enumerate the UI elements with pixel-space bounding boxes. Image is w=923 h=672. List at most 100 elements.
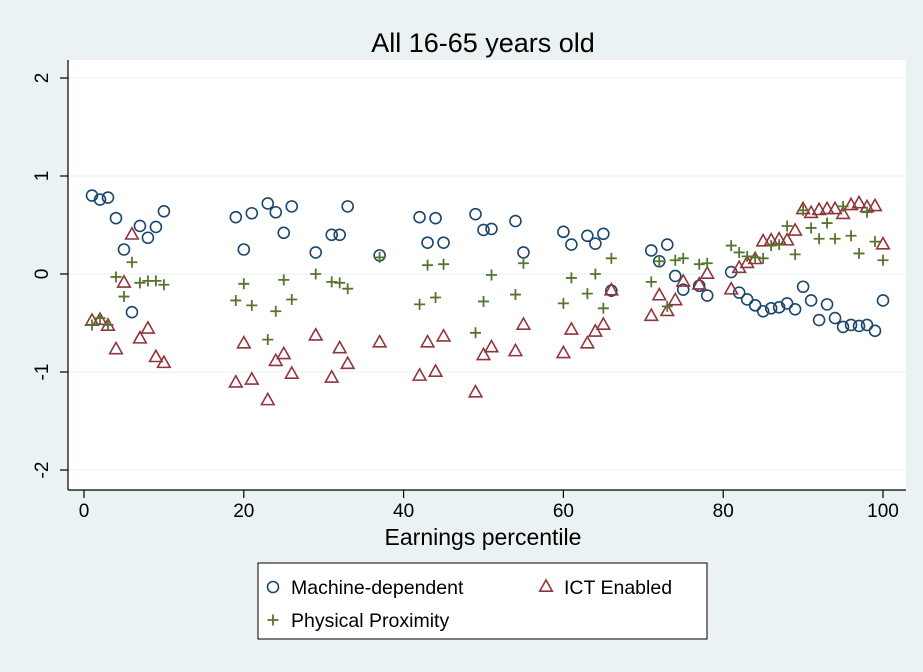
data-point	[477, 223, 490, 237]
legend-marker	[267, 614, 279, 626]
data-point	[732, 286, 746, 299]
data-point	[675, 273, 691, 287]
data-point	[117, 243, 131, 256]
data-point	[475, 346, 492, 361]
data-point	[230, 294, 242, 306]
data-point	[677, 252, 689, 264]
data-point	[237, 243, 251, 256]
x-tick-label: 100	[867, 501, 899, 522]
data-point	[246, 299, 258, 311]
data-point	[701, 257, 713, 269]
y-tick-label: -2	[32, 462, 53, 479]
x-axis-label: Earnings percentile	[385, 524, 582, 550]
data-point	[485, 269, 497, 281]
data-point	[557, 225, 570, 239]
data-point	[829, 233, 841, 245]
y-tick-label: -1	[32, 364, 53, 381]
data-point	[749, 251, 761, 263]
data-point	[668, 269, 682, 283]
data-point	[741, 250, 753, 262]
data-point	[326, 276, 338, 288]
data-point	[563, 321, 580, 335]
data-point	[429, 211, 442, 225]
data-point	[342, 283, 354, 295]
data-point	[262, 334, 274, 346]
series-circle	[85, 189, 890, 338]
data-point	[796, 280, 810, 294]
data-point	[419, 333, 436, 348]
legend-label: Machine-dependent	[291, 577, 464, 599]
legend-label: ICT Enabled	[564, 577, 672, 599]
data-point	[270, 305, 282, 317]
data-point	[667, 291, 683, 306]
data-point	[85, 189, 99, 202]
data-point	[325, 228, 338, 242]
data-point	[603, 282, 620, 296]
x-tick-label: 40	[393, 501, 414, 522]
data-point	[565, 238, 578, 251]
series-triangle	[84, 194, 891, 406]
data-point	[868, 324, 882, 338]
data-point	[805, 222, 817, 234]
data-point	[581, 288, 593, 300]
chart-title: All 16-65 years old	[371, 28, 595, 58]
y-tick-label: 1	[32, 171, 53, 182]
data-point	[565, 272, 577, 284]
data-point	[333, 228, 346, 242]
data-point	[643, 307, 659, 322]
data-point	[725, 240, 737, 252]
data-point	[748, 299, 762, 312]
data-point	[134, 277, 146, 289]
data-point	[797, 204, 809, 216]
data-point	[787, 222, 803, 236]
data-point	[837, 200, 849, 212]
data-point	[244, 371, 260, 385]
y-tick-label: 2	[32, 73, 53, 84]
legend-marker	[266, 580, 280, 594]
data-point	[309, 246, 323, 259]
grid	[68, 77, 906, 471]
data-point	[693, 258, 705, 270]
data-point	[757, 252, 769, 264]
data-point	[669, 254, 681, 266]
data-point	[245, 206, 259, 220]
data-point	[334, 277, 346, 289]
data-point	[483, 338, 500, 353]
legend: Machine-dependent ICT Enabled Physical Pro…	[257, 562, 708, 640]
data-point	[589, 237, 602, 250]
data-point	[804, 294, 818, 307]
data-points	[84, 189, 891, 406]
data-point	[374, 251, 386, 263]
data-point	[94, 312, 106, 324]
data-point	[869, 236, 881, 248]
data-point	[140, 320, 156, 334]
data-point	[437, 236, 450, 249]
data-point	[430, 292, 442, 304]
legend-label: Physical Proximity	[291, 610, 449, 632]
data-point	[779, 232, 795, 246]
data-point	[581, 229, 594, 243]
data-point	[555, 344, 572, 359]
data-point	[781, 220, 793, 232]
x-ticks: 0 20 40 60 80 100	[79, 490, 899, 522]
data-point	[116, 274, 132, 288]
data-point	[157, 204, 171, 218]
data-point	[659, 302, 675, 317]
data-point	[557, 297, 569, 309]
data-point	[340, 355, 356, 370]
data-point	[478, 295, 489, 307]
data-point	[756, 304, 770, 318]
legend-box	[257, 562, 708, 640]
data-point	[411, 367, 428, 381]
data-point	[324, 369, 340, 383]
data-point	[605, 252, 617, 264]
data-point	[285, 200, 299, 213]
data-point	[509, 214, 522, 228]
data-point	[509, 289, 521, 301]
data-point	[813, 233, 825, 245]
data-point	[789, 248, 801, 260]
data-point	[260, 391, 276, 406]
data-point	[102, 319, 114, 331]
data-point	[470, 327, 482, 339]
